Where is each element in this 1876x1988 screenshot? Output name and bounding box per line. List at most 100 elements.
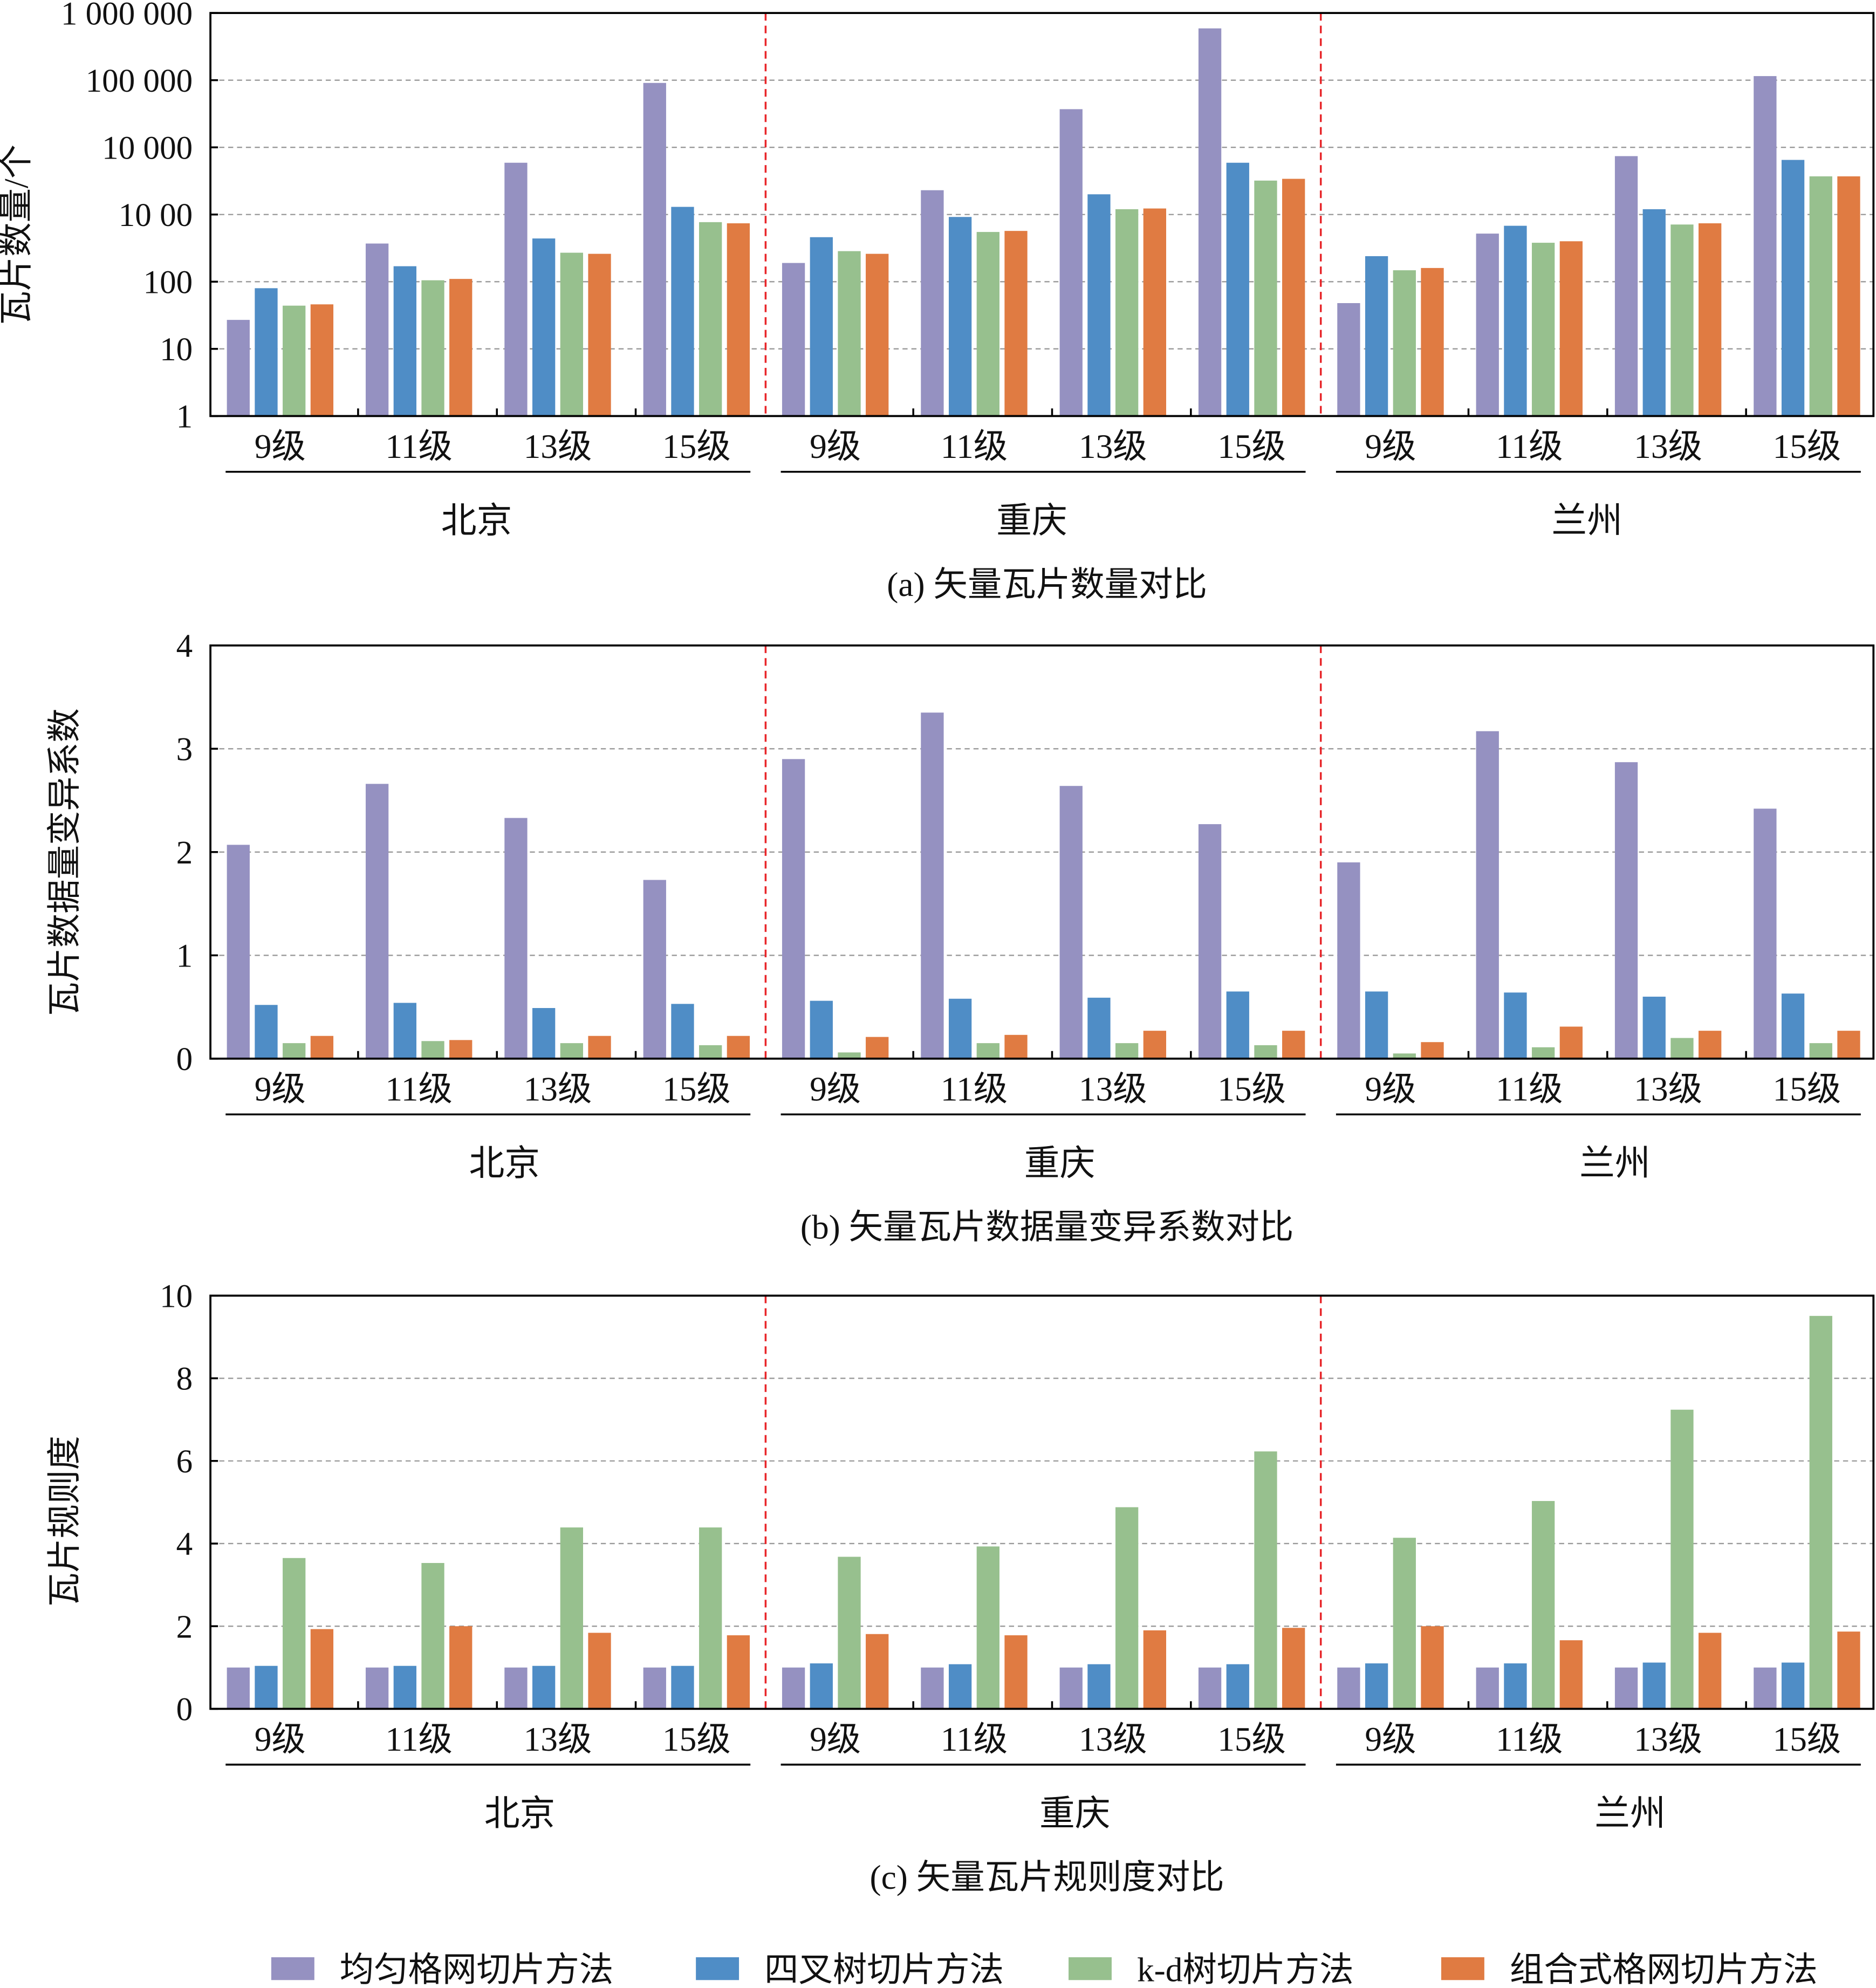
bar-0-北京-15级 — [643, 1667, 666, 1709]
city-label: 重庆 — [996, 502, 1067, 541]
bar-2-重庆-15级 — [1254, 180, 1277, 416]
bar-0-北京-13级 — [504, 818, 528, 1059]
x-level-label: 15级 — [662, 1070, 731, 1108]
legend-label: 四叉树切片方法 — [764, 1951, 1004, 1988]
bar-3-重庆-9级 — [866, 1634, 889, 1709]
bar-1-兰州-9级 — [1365, 991, 1388, 1059]
bar-1-北京-15级 — [671, 207, 694, 416]
bar-3-重庆-11级 — [1004, 231, 1028, 416]
chart-panel-1 — [209, 644, 1875, 1116]
plot-frame — [209, 1294, 1875, 1710]
bar-1-北京-13级 — [532, 238, 556, 416]
bar-2-北京-15级 — [699, 1045, 722, 1059]
bar-0-兰州-9级 — [1337, 1667, 1360, 1709]
bar-1-重庆-9级 — [810, 1000, 833, 1059]
bar-3-重庆-9级 — [866, 1037, 889, 1059]
y-tick-label: 10 00 — [119, 197, 193, 234]
bar-2-兰州-15级 — [1809, 1043, 1832, 1059]
city-label: 兰州 — [1594, 1794, 1666, 1834]
bar-3-重庆-15级 — [1282, 1628, 1305, 1709]
bar-0-重庆-11级 — [921, 712, 944, 1059]
city-label: 北京 — [441, 502, 512, 541]
x-level-label: 9级 — [255, 1720, 306, 1758]
x-level-label: 11级 — [941, 1720, 1008, 1758]
x-level-label: 9级 — [1365, 427, 1416, 465]
bar-3-重庆-11级 — [1004, 1034, 1028, 1059]
y-tick-label: 4 — [176, 628, 193, 664]
city-label: 北京 — [484, 1794, 556, 1834]
bar-0-北京-11级 — [365, 784, 389, 1059]
bar-0-北京-9级 — [227, 845, 250, 1059]
bar-3-兰州-13级 — [1699, 223, 1722, 416]
bar-1-重庆-11级 — [948, 1664, 972, 1709]
x-level-label: 11级 — [941, 427, 1008, 465]
bar-3-兰州-15级 — [1837, 176, 1860, 416]
bar-1-重庆-11级 — [948, 217, 972, 416]
bar-3-兰州-9级 — [1421, 268, 1444, 416]
bar-0-重庆-9级 — [782, 1667, 805, 1709]
bar-1-重庆-9级 — [810, 237, 833, 416]
bar-2-兰州-13级 — [1670, 1409, 1694, 1709]
bar-3-北京-9级 — [310, 1036, 334, 1059]
y-tick-label: 6 — [176, 1444, 193, 1480]
bar-2-北京-15级 — [699, 1527, 722, 1709]
bar-0-重庆-15级 — [1198, 28, 1222, 416]
x-level-label: 11级 — [385, 1070, 453, 1108]
legend-label: 均匀格网切片方法 — [340, 1951, 614, 1988]
bar-1-兰州-9级 — [1365, 256, 1388, 416]
bar-3-兰州-13级 — [1699, 1031, 1722, 1059]
bar-2-兰州-11级 — [1531, 1501, 1555, 1709]
bar-2-北京-13级 — [560, 252, 583, 416]
bar-1-北京-15级 — [671, 1004, 694, 1059]
bar-2-北京-11级 — [421, 1041, 444, 1059]
bar-3-兰州-15级 — [1837, 1031, 1860, 1059]
legend-swatch-0 — [271, 1957, 314, 1980]
y-tick-label: 1 — [176, 399, 193, 435]
x-level-label: 15级 — [1772, 427, 1841, 465]
city-label: 兰州 — [1579, 1144, 1651, 1183]
bar-0-重庆-11级 — [921, 1667, 944, 1709]
bar-1-兰州-13级 — [1642, 996, 1666, 1059]
bar-2-北京-13级 — [560, 1043, 583, 1059]
bar-0-兰州-13级 — [1614, 762, 1638, 1059]
y-axis-label: 瓦片规则度 — [45, 1436, 84, 1607]
bar-0-北京-11级 — [365, 243, 389, 416]
chart-title: (c) 矢量瓦片规则度对比 — [869, 1858, 1224, 1896]
bar-3-北京-15级 — [727, 223, 750, 416]
bar-3-重庆-11级 — [1004, 1635, 1028, 1709]
bar-0-重庆-13级 — [1059, 109, 1083, 416]
bar-0-北京-9级 — [227, 1667, 250, 1709]
bar-1-北京-13级 — [532, 1008, 556, 1059]
bar-0-北京-13级 — [504, 162, 528, 416]
bar-3-重庆-13级 — [1143, 1031, 1166, 1059]
x-level-label: 15级 — [1217, 427, 1286, 465]
bar-2-重庆-13级 — [1115, 1507, 1139, 1709]
bar-0-重庆-13级 — [1059, 786, 1083, 1059]
bar-0-兰州-11级 — [1476, 731, 1499, 1059]
chart-title: (b) 矢量瓦片数据量变异系数对比 — [800, 1208, 1294, 1246]
y-tick-label: 10 — [160, 332, 193, 368]
bar-3-重庆-15级 — [1282, 1031, 1305, 1059]
bar-3-北京-11级 — [449, 279, 473, 416]
x-level-label: 15级 — [662, 427, 731, 465]
x-level-label: 13级 — [1634, 427, 1702, 465]
plot-frame — [209, 644, 1875, 1060]
y-tick-label: 100 000 — [86, 63, 193, 99]
bar-1-兰州-11级 — [1504, 992, 1527, 1059]
legend-label: k-d树切片方法 — [1137, 1951, 1354, 1988]
chart-title: (a) 矢量瓦片数量对比 — [887, 565, 1207, 604]
bar-1-重庆-11级 — [948, 998, 972, 1059]
legend-swatch-3 — [1441, 1957, 1484, 1980]
bar-1-兰州-9级 — [1365, 1663, 1388, 1709]
x-level-label: 9级 — [1365, 1720, 1416, 1758]
bar-0-兰州-13级 — [1614, 156, 1638, 416]
bar-0-兰州-13级 — [1614, 1667, 1638, 1709]
bar-3-北京-13级 — [588, 1633, 611, 1709]
bar-1-重庆-13级 — [1087, 194, 1111, 416]
bar-1-兰州-13级 — [1642, 1662, 1666, 1709]
bar-3-兰州-11级 — [1559, 1640, 1583, 1709]
x-level-label: 9级 — [810, 1720, 861, 1758]
bar-0-重庆-13级 — [1059, 1667, 1083, 1709]
x-level-label: 13级 — [1079, 1070, 1147, 1108]
